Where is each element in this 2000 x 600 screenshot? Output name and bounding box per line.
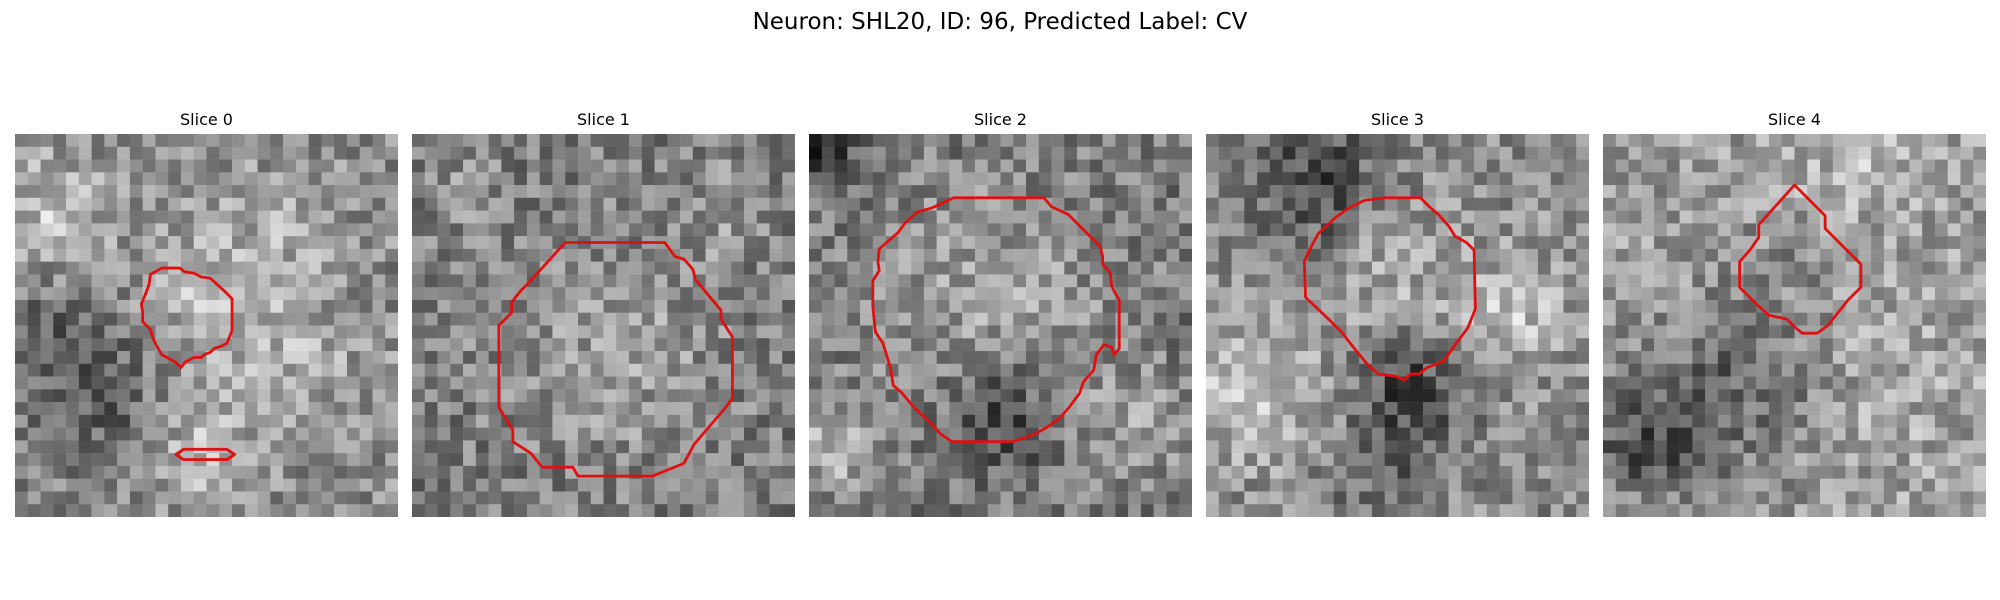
pixel-grid-2 bbox=[809, 134, 1192, 517]
roi-contour-0b bbox=[174, 447, 236, 461]
slice-panel-3: Slice 3 bbox=[1206, 108, 1589, 518]
figure-title: Neuron: SHL20, ID: 96, Predicted Label: … bbox=[752, 9, 1248, 35]
pixel-grid-4 bbox=[1603, 134, 1986, 517]
pixel-grid-0 bbox=[15, 134, 398, 517]
slice-title-4: Slice 4 bbox=[1768, 110, 1821, 129]
slice-panel-4: Slice 4 bbox=[1603, 108, 1986, 518]
slice-image-0 bbox=[15, 134, 398, 517]
slice-image-4 bbox=[1603, 134, 1986, 517]
roi-contour-3 bbox=[1302, 196, 1477, 382]
slice-image-1 bbox=[412, 134, 795, 517]
slice-image-2 bbox=[809, 134, 1192, 517]
slice-title-0: Slice 0 bbox=[180, 110, 233, 129]
slice-title-2: Slice 2 bbox=[974, 110, 1027, 129]
roi-contour-1 bbox=[497, 241, 734, 478]
pixel-grid-1 bbox=[412, 134, 795, 517]
slice-panel-1: Slice 1 bbox=[412, 108, 795, 518]
slice-title-1: Slice 1 bbox=[577, 110, 630, 129]
slice-title-3: Slice 3 bbox=[1371, 110, 1424, 129]
slice-panel-0: Slice 0 bbox=[15, 108, 398, 518]
roi-contour-4 bbox=[1738, 183, 1863, 335]
roi-contour-0 bbox=[139, 266, 234, 370]
slice-panel-2: Slice 2 bbox=[809, 108, 1192, 518]
roi-contour-2 bbox=[871, 196, 1121, 444]
slice-image-3 bbox=[1206, 134, 1589, 517]
pixel-grid-3 bbox=[1206, 134, 1589, 517]
